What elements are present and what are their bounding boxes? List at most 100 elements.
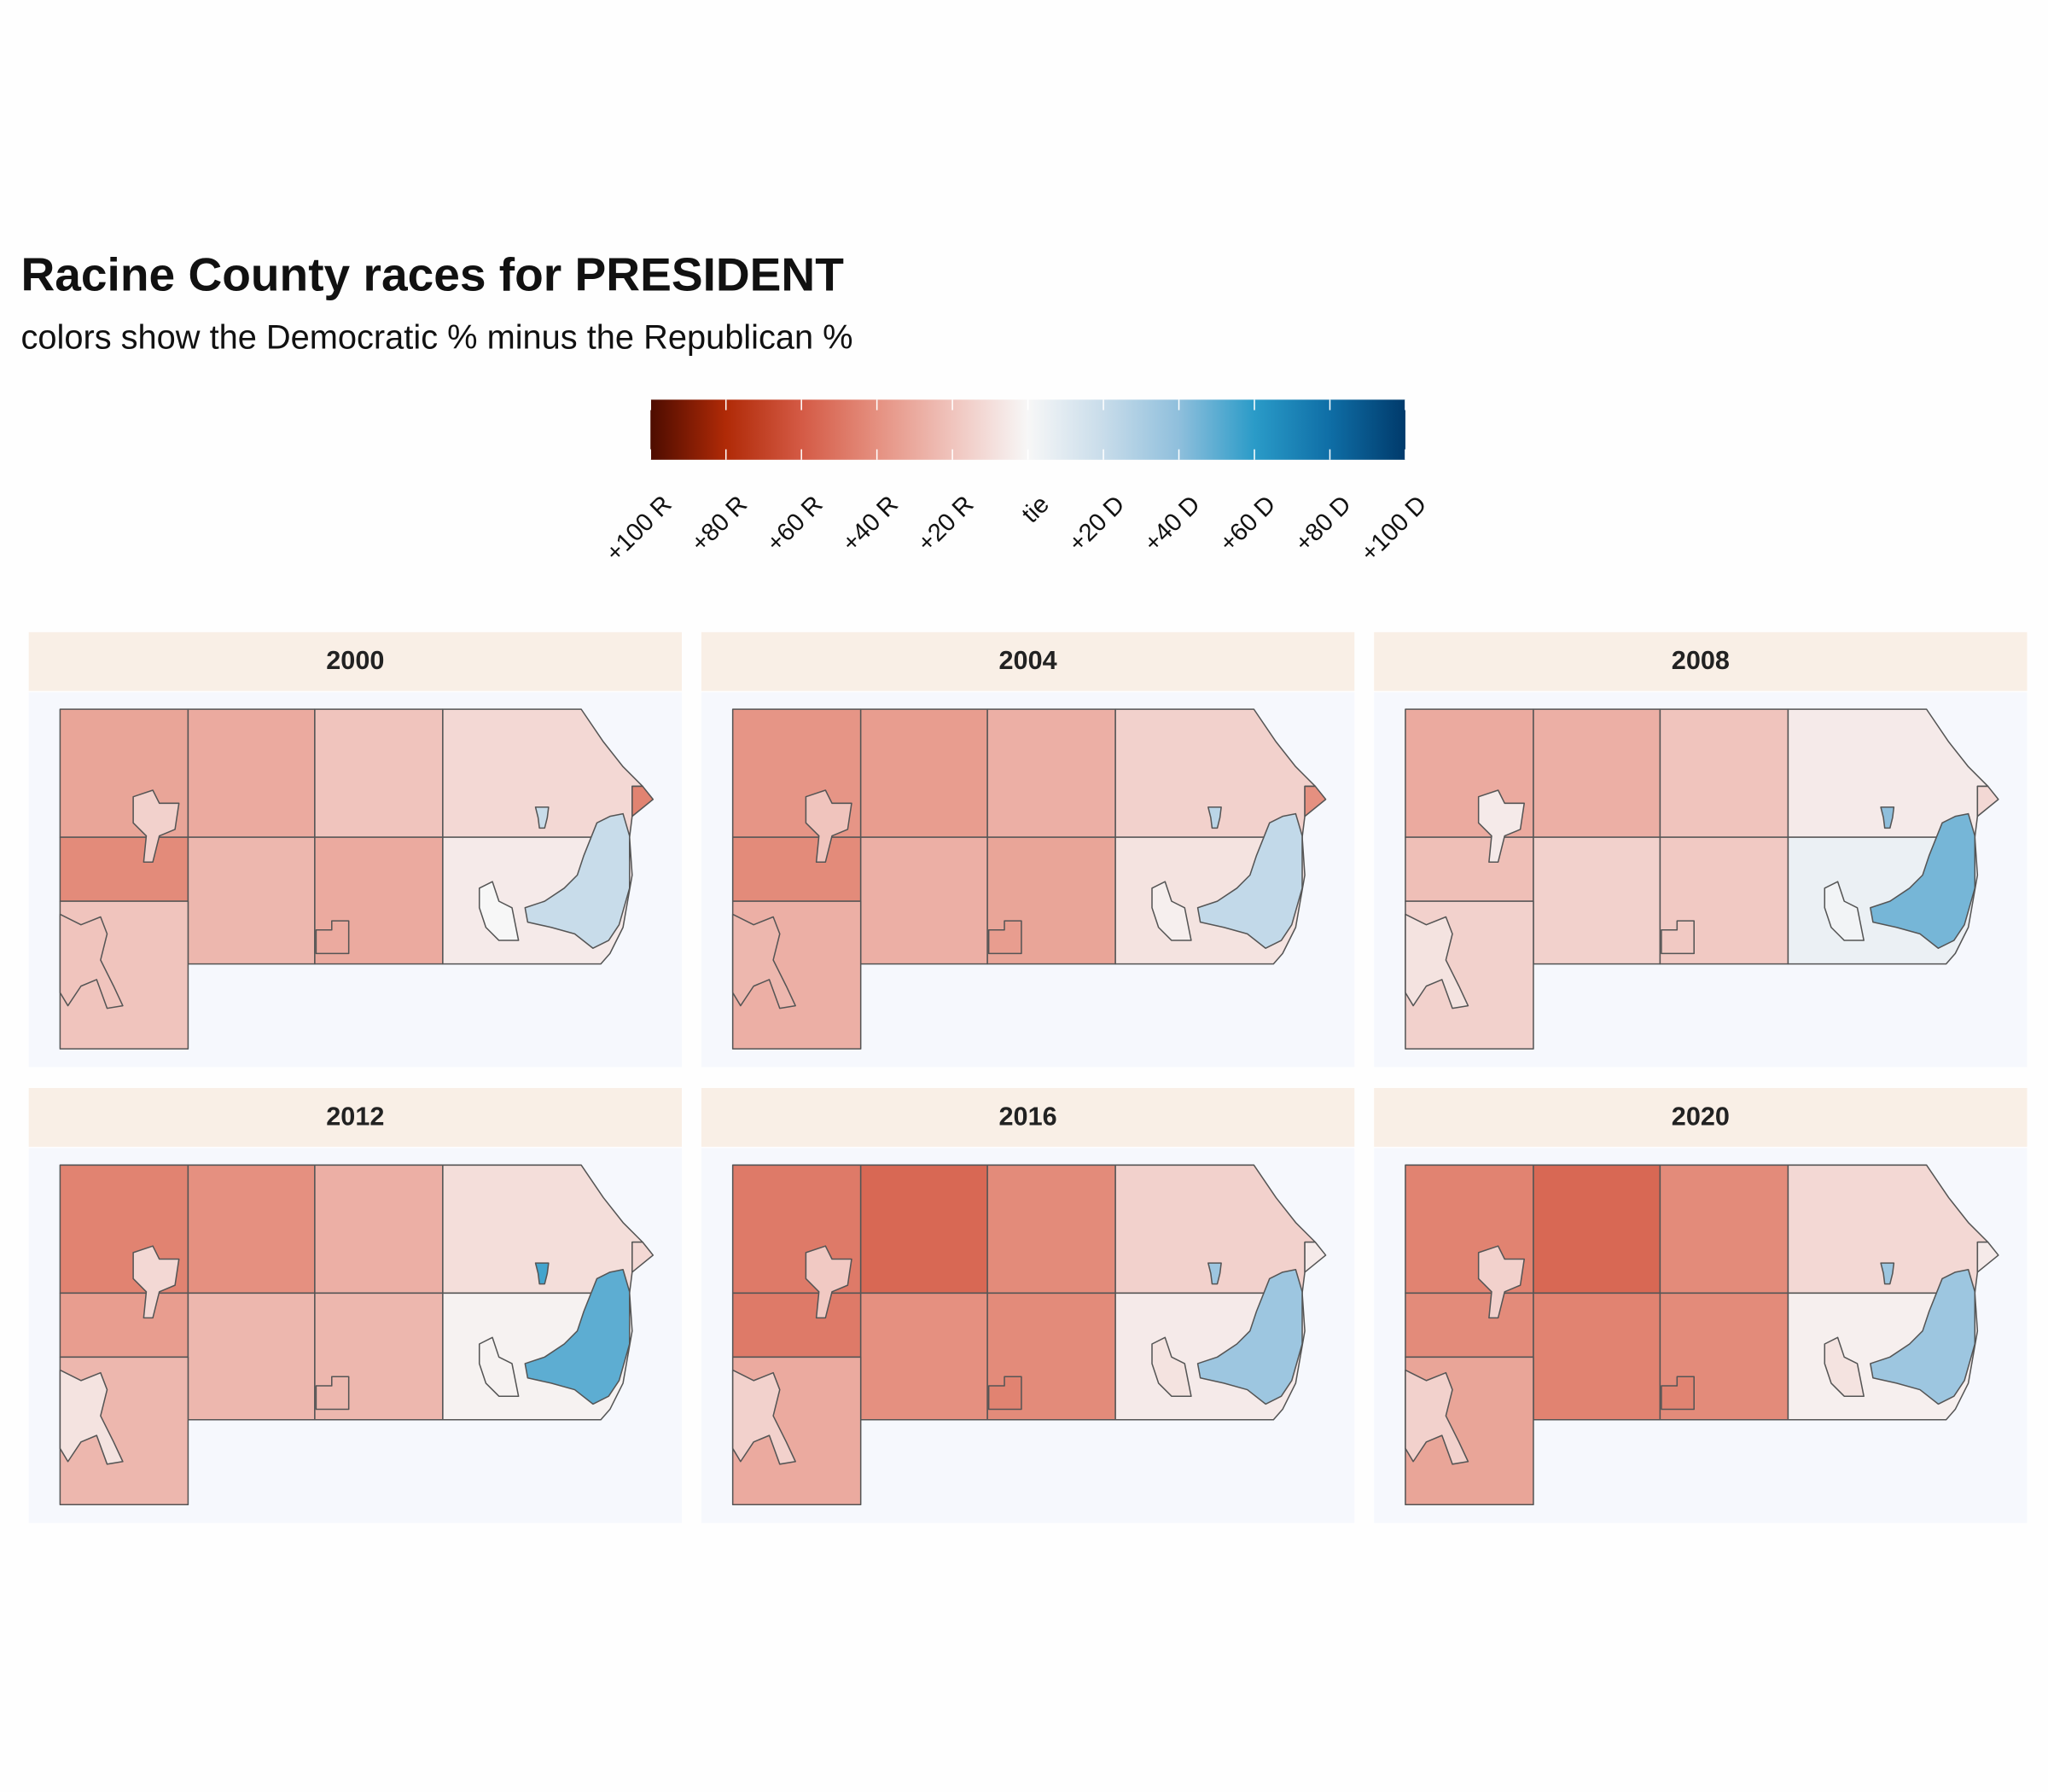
facet-panel bbox=[28, 1148, 682, 1523]
region bbox=[731, 1292, 862, 1359]
region bbox=[59, 913, 124, 1009]
region bbox=[631, 1241, 655, 1273]
region bbox=[731, 913, 796, 1009]
region bbox=[314, 1164, 444, 1295]
region bbox=[1207, 806, 1222, 829]
region bbox=[1196, 812, 1303, 949]
region bbox=[1870, 812, 1976, 949]
facet-title: 2000 bbox=[326, 646, 384, 675]
region bbox=[1405, 913, 1469, 1009]
region bbox=[1151, 1336, 1192, 1397]
facet: 2012 bbox=[28, 1088, 682, 1523]
region bbox=[805, 1245, 852, 1319]
facet: 2020 bbox=[1374, 1088, 2028, 1523]
legend-tick-label: +20 R bbox=[912, 491, 979, 557]
facet-title: 2008 bbox=[1672, 646, 1730, 675]
facet-panel bbox=[701, 1148, 1355, 1523]
legend-tick-label: +100 R bbox=[601, 491, 678, 567]
region bbox=[1405, 836, 1534, 902]
region bbox=[534, 806, 550, 829]
region bbox=[859, 708, 988, 838]
region bbox=[524, 812, 631, 949]
region bbox=[59, 1292, 189, 1359]
facet-title: 2020 bbox=[1672, 1102, 1730, 1131]
facet-strip bbox=[28, 631, 682, 691]
region bbox=[315, 1376, 350, 1411]
region bbox=[524, 1268, 631, 1405]
facet: 2000 bbox=[28, 631, 682, 1068]
legend-tick-label: +100 D bbox=[1356, 491, 1433, 567]
region bbox=[1477, 1245, 1525, 1319]
region bbox=[187, 836, 316, 965]
region bbox=[987, 1376, 1022, 1411]
facet-title: 2012 bbox=[326, 1102, 384, 1131]
region bbox=[59, 836, 189, 902]
region bbox=[478, 881, 520, 941]
region bbox=[1659, 1164, 1789, 1295]
legend-tick-label: +60 R bbox=[761, 491, 828, 557]
legend-tick-label: +40 D bbox=[1139, 491, 1206, 557]
region bbox=[1405, 1369, 1469, 1465]
region bbox=[1870, 1268, 1976, 1405]
region bbox=[1304, 1241, 1327, 1273]
region bbox=[1976, 785, 1999, 817]
region bbox=[986, 708, 1116, 838]
region bbox=[731, 1369, 796, 1465]
region bbox=[1196, 1268, 1303, 1405]
facet-title: 2016 bbox=[999, 1102, 1057, 1131]
facet-strip bbox=[28, 1088, 682, 1147]
region bbox=[315, 920, 350, 955]
region bbox=[1661, 1376, 1695, 1411]
region bbox=[859, 1164, 988, 1295]
region bbox=[1880, 1262, 1895, 1285]
facet-strip bbox=[701, 1088, 1355, 1147]
region bbox=[187, 1292, 316, 1421]
region bbox=[1477, 789, 1525, 863]
legend-tick-label: +20 D bbox=[1063, 491, 1130, 557]
region bbox=[1533, 836, 1661, 965]
chart-title: Racine County races for PRESIDENT bbox=[20, 248, 844, 301]
chart-subtitle: colors show the Democratic % minus the R… bbox=[20, 318, 852, 356]
region bbox=[59, 1369, 124, 1465]
region bbox=[1661, 920, 1695, 955]
facet: 2008 bbox=[1374, 631, 2028, 1068]
region bbox=[1824, 881, 1865, 941]
facet: 2004 bbox=[701, 631, 1355, 1068]
region bbox=[1533, 1292, 1661, 1421]
legend-tick-label: +80 D bbox=[1290, 491, 1357, 557]
region bbox=[187, 708, 316, 838]
facet-strip bbox=[1374, 1088, 2028, 1147]
region bbox=[631, 785, 655, 817]
region bbox=[1880, 806, 1895, 829]
region bbox=[805, 789, 852, 863]
facet-panel bbox=[1374, 692, 2028, 1068]
region bbox=[859, 836, 988, 965]
region bbox=[314, 708, 444, 838]
facet-panel bbox=[1374, 1148, 2028, 1523]
region bbox=[1976, 1241, 1999, 1273]
region bbox=[478, 1336, 520, 1397]
facet-strip bbox=[1374, 631, 2028, 691]
facet-strip bbox=[701, 631, 1355, 691]
facet: 2016 bbox=[701, 1088, 1355, 1523]
region bbox=[731, 836, 862, 902]
region bbox=[986, 1164, 1116, 1295]
region bbox=[132, 1245, 180, 1319]
legend-tick-label: +80 R bbox=[686, 491, 753, 557]
legend-tick-label: +40 R bbox=[837, 491, 904, 557]
region bbox=[1405, 1292, 1534, 1359]
region bbox=[859, 1292, 988, 1421]
legend-tick-label: tie bbox=[1017, 491, 1055, 528]
region bbox=[534, 1262, 550, 1285]
region bbox=[1824, 1336, 1865, 1397]
region bbox=[1151, 881, 1192, 941]
region bbox=[187, 1164, 316, 1295]
region bbox=[1659, 708, 1789, 838]
facet-title: 2004 bbox=[999, 646, 1057, 675]
legend-tick-label: +60 D bbox=[1214, 491, 1281, 557]
region bbox=[1207, 1262, 1222, 1285]
region bbox=[987, 920, 1022, 955]
region bbox=[132, 789, 180, 863]
